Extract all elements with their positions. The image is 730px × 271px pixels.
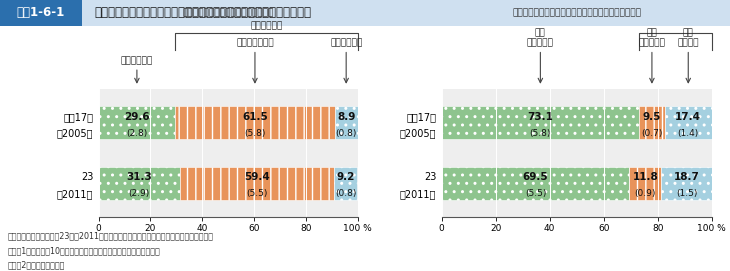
Text: 59.4: 59.4 [244,172,269,182]
Bar [661,167,712,200]
Bar [334,167,358,200]
Bar [175,107,334,139]
Text: 9.5: 9.5 [642,112,661,122]
Text: (5.8): (5.8) [530,129,551,138]
Text: 資料：農林水産省「平成23年（2011年）農林漁業及び関連産業を中心とした産業連関表」: 資料：農林水産省「平成23年（2011年）農林漁業及び関連産業を中心とした産業連… [7,232,213,241]
Text: (5.8): (5.8) [245,129,266,138]
Text: 食品産業仕向: 食品産業仕向 [250,21,283,30]
Text: 17.4: 17.4 [675,112,702,122]
Bar [639,107,665,139]
Text: 61.5: 61.5 [242,112,268,122]
Text: 11.8: 11.8 [632,172,658,182]
Text: （2005）: （2005） [57,128,93,138]
Bar [629,167,661,200]
Text: 8.9: 8.9 [337,112,356,122]
Bar [180,167,334,200]
Text: 最終消費仕向: 最終消費仕向 [120,56,153,65]
Text: 73.1: 73.1 [528,112,553,122]
Text: (5.5): (5.5) [525,189,546,198]
Text: (5.5): (5.5) [246,189,267,198]
Text: 69.5: 69.5 [523,172,548,182]
Text: (2.9): (2.9) [128,189,150,198]
Text: (0.9): (0.9) [634,189,656,198]
Text: (1.5): (1.5) [676,189,697,198]
Bar [665,107,712,139]
Bar [442,167,629,200]
Text: （食品製造業の加工原材料調達割合（国産・輸入））: （食品製造業の加工原材料調達割合（国産・輸入）） [512,9,641,18]
Text: 国産
農林水産物: 国産 農林水産物 [527,28,554,47]
Bar [0,0,82,26]
Text: 食品製造業仕向: 食品製造業仕向 [236,38,274,47]
Bar [442,107,639,139]
Text: (0.7): (0.7) [641,129,663,138]
Bar [334,107,358,139]
Text: 平成17年: 平成17年 [64,112,93,122]
Text: 2）（　）内は兆円: 2）（ ）内は兆円 [7,261,65,270]
Text: 輸入
加工食品: 輸入 加工食品 [677,28,699,47]
Text: (0.8): (0.8) [336,129,357,138]
Text: 18.7: 18.7 [674,172,699,182]
Text: （2011）: （2011） [57,189,93,199]
Text: (1.4): (1.4) [677,129,699,138]
Text: 23: 23 [81,172,93,182]
Text: 輸入
農林水産物: 輸入 農林水産物 [639,28,665,47]
Text: （2011）: （2011） [400,189,437,199]
Text: 平成17年: 平成17年 [407,112,437,122]
Text: （2005）: （2005） [400,128,437,138]
Text: (2.8): (2.8) [126,129,147,138]
Text: 29.6: 29.6 [124,112,150,122]
Text: 31.3: 31.3 [126,172,152,182]
Text: 注：1）総務省等10府省庁「産業連関表」を基に農林水産省で推計: 注：1）総務省等10府省庁「産業連関表」を基に農林水産省で推計 [7,247,160,256]
Text: 外食産業仕向: 外食産業仕向 [330,38,362,47]
Text: （国産農林水産物の用途別仕向割合）: （国産農林水産物の用途別仕向割合） [182,9,274,18]
Bar [99,107,175,139]
Text: 国産農林水産物の用途別仕向割合、食品製造業の加工原材料調達割合: 国産農林水産物の用途別仕向割合、食品製造業の加工原材料調達割合 [94,7,311,19]
Text: (0.8): (0.8) [335,189,356,198]
Text: 23: 23 [424,172,437,182]
Bar [99,167,180,200]
Text: 図表1-6-1: 図表1-6-1 [17,7,65,19]
Text: 9.2: 9.2 [337,172,355,182]
Bar [82,0,730,26]
